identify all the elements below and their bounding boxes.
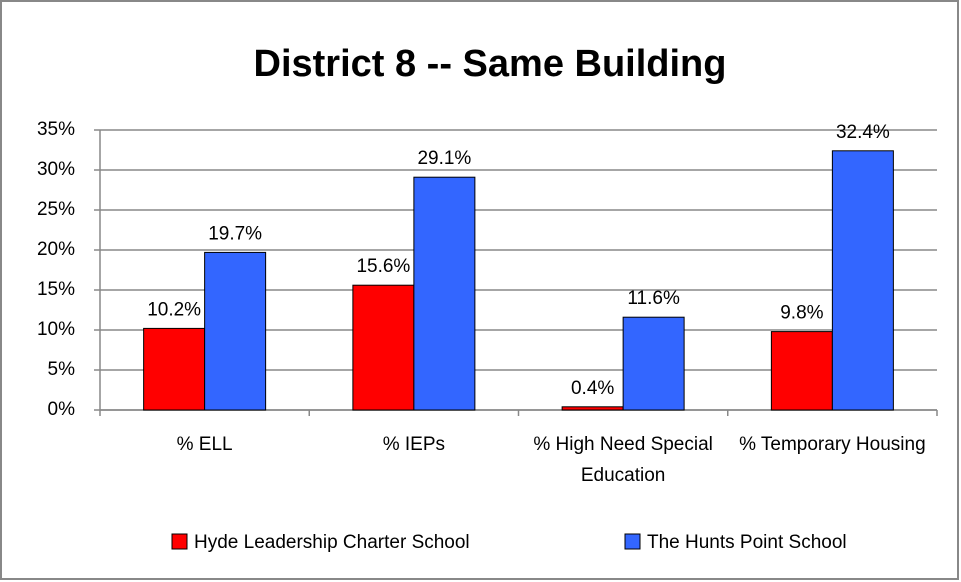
legend-label: Hyde Leadership Charter School bbox=[194, 532, 470, 553]
bar bbox=[352, 284, 415, 411]
x-tick-label: % ELL bbox=[176, 434, 233, 455]
data-label: 9.8% bbox=[780, 303, 823, 324]
data-label: 11.6% bbox=[627, 288, 680, 309]
bar bbox=[622, 316, 685, 411]
y-tick-label: 35% bbox=[37, 119, 75, 140]
bar bbox=[770, 331, 833, 411]
legend-swatch bbox=[171, 533, 188, 550]
y-tick-label: 10% bbox=[37, 319, 75, 340]
legend-label: The Hunts Point School bbox=[647, 532, 847, 553]
y-tick-label: 15% bbox=[37, 279, 75, 300]
y-tick-label: 30% bbox=[37, 159, 75, 180]
x-tick-label: % Temporary Housing bbox=[739, 434, 926, 455]
data-label: 10.2% bbox=[147, 299, 201, 320]
chart-title: District 8 -- Same Building bbox=[254, 43, 727, 85]
legend-swatch bbox=[624, 533, 641, 550]
bar bbox=[561, 406, 624, 411]
bar bbox=[831, 150, 894, 411]
x-tick-label: % High Need Special Education bbox=[533, 434, 713, 486]
data-label: 29.1% bbox=[417, 148, 471, 169]
data-label: 19.7% bbox=[208, 223, 262, 244]
data-label: 15.6% bbox=[356, 256, 410, 277]
bar bbox=[143, 327, 206, 411]
y-tick-label: 0% bbox=[48, 399, 76, 420]
data-label: 0.4% bbox=[571, 378, 614, 399]
data-label: 32.4% bbox=[836, 122, 890, 143]
x-tick-label: % IEPs bbox=[382, 434, 446, 455]
y-tick-label: 5% bbox=[48, 359, 76, 380]
bar bbox=[204, 251, 267, 411]
y-tick-label: 20% bbox=[37, 239, 75, 260]
y-tick-label: 25% bbox=[37, 199, 75, 220]
bar bbox=[413, 176, 476, 411]
